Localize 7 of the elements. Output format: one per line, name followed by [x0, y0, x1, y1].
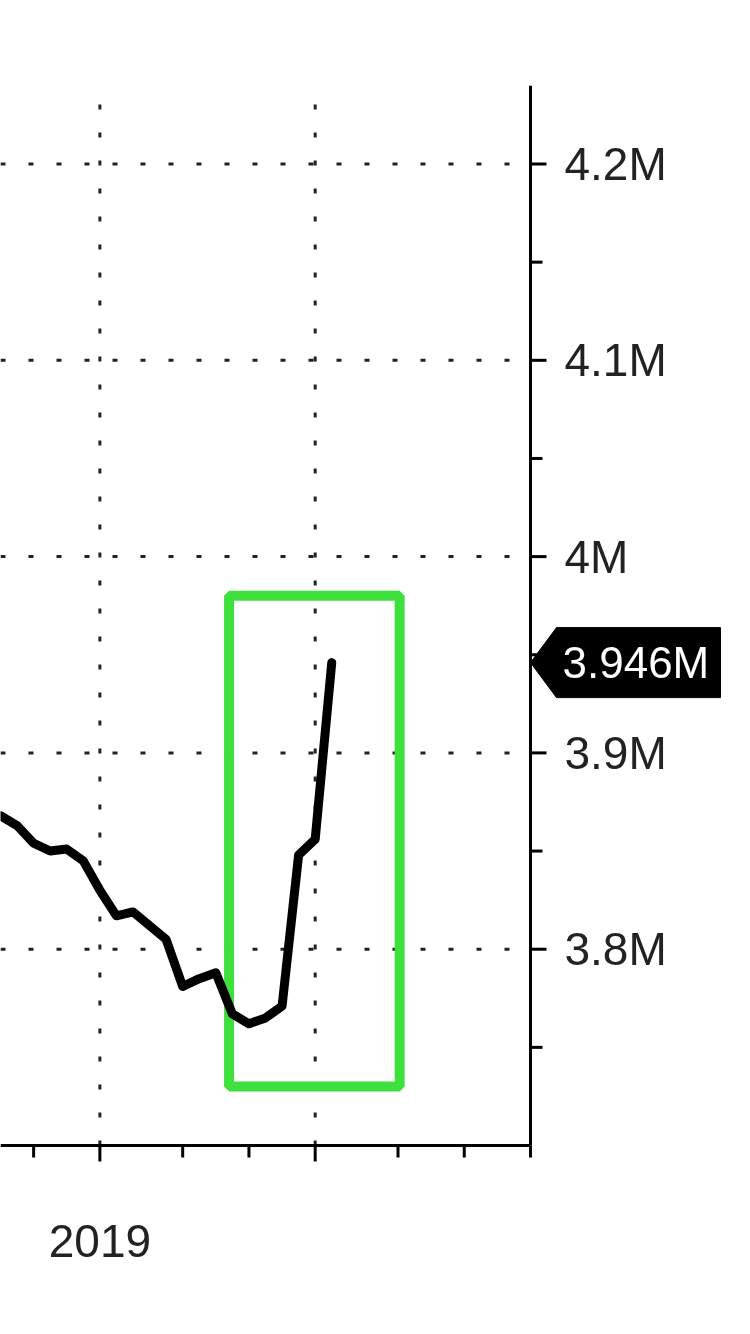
y-tick-label: 4.1M [564, 334, 667, 387]
text: 3.946M [562, 638, 710, 688]
x-tick-label: 2019 [48, 1214, 152, 1267]
y-tick-label: 3.8M [564, 923, 667, 976]
y-tick-label: 4.2M [564, 138, 667, 191]
y-tick-label: 3.9M [564, 726, 667, 779]
y-tick-label: 4M [564, 530, 629, 583]
